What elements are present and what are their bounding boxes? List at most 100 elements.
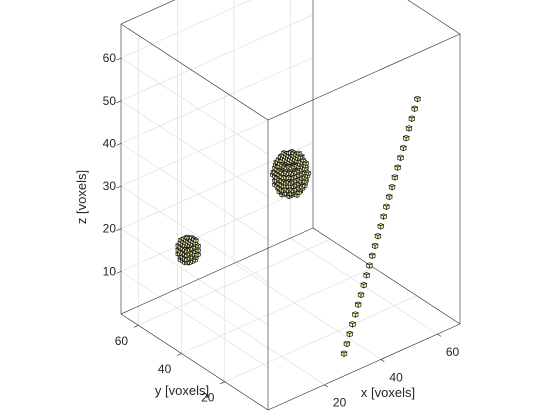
tick-layer: 20 40 60 20 40 60 10 20 30 40 50 60 xyxy=(103,51,460,410)
voxel-face-right xyxy=(371,253,376,259)
grid-line-y xyxy=(181,267,374,354)
line-voxel xyxy=(377,223,385,230)
x-tick-label: 20 xyxy=(333,396,347,410)
voxel-face-left xyxy=(397,155,401,162)
z-tick-mark xyxy=(116,57,122,61)
line-voxel xyxy=(382,203,391,210)
voxel-face-right xyxy=(343,351,348,357)
voxel-face-right xyxy=(394,175,398,181)
sphere-voxel xyxy=(280,175,287,181)
line-voxel xyxy=(413,95,422,103)
grid-line-x xyxy=(233,263,382,360)
line-voxel xyxy=(348,321,357,328)
grid-line-z xyxy=(120,228,269,325)
voxel-face-left xyxy=(394,165,399,171)
voxel-face-right xyxy=(377,233,382,240)
z-tick-mark xyxy=(116,271,122,274)
line-voxel xyxy=(379,213,388,220)
voxel-face-right xyxy=(414,106,418,113)
z-tick-label: 30 xyxy=(103,179,117,193)
voxel-face-right xyxy=(386,204,390,210)
voxel-face-left xyxy=(374,233,379,240)
voxel-face-right xyxy=(307,171,311,176)
z-tick-mark xyxy=(116,185,122,189)
axis-edge xyxy=(120,23,269,121)
z-tick-label: 60 xyxy=(103,51,117,65)
voxel-face-left xyxy=(355,302,359,308)
voxel-face-left xyxy=(349,322,353,328)
voxel-face-right xyxy=(374,243,379,250)
voxel-face-right xyxy=(366,273,370,279)
line-voxel xyxy=(346,330,354,338)
voxel-face-left xyxy=(366,263,370,269)
voxel-face-right xyxy=(288,175,292,181)
z-tick-mark xyxy=(116,228,122,231)
z-tick-label: 10 xyxy=(103,264,117,278)
z-axis-label: z [voxels] xyxy=(74,170,89,224)
voxel-face-right xyxy=(283,175,287,181)
y-tick-mark xyxy=(176,353,182,356)
line-voxel xyxy=(405,125,413,132)
voxel-face-left xyxy=(346,331,351,338)
voxel-face-left xyxy=(411,106,415,113)
line-voxel xyxy=(399,144,408,152)
grid-line-z xyxy=(120,57,314,144)
line-voxel xyxy=(385,193,393,201)
voxel-face-left xyxy=(388,184,393,191)
line-voxel xyxy=(371,242,379,250)
voxel-face-right xyxy=(405,135,410,142)
line-voxel xyxy=(357,291,365,299)
sphere-voxel xyxy=(302,160,310,166)
voxel-face-left xyxy=(377,224,382,230)
y-axis-label: y [voxels] xyxy=(155,383,209,398)
axes-box xyxy=(120,0,461,411)
grid-line-x xyxy=(177,288,325,385)
line-voxel xyxy=(343,340,351,348)
voxel-face-right xyxy=(383,214,387,220)
voxel-face-left xyxy=(408,116,413,122)
z-tick-label: 40 xyxy=(103,136,117,150)
y-tick-mark xyxy=(133,325,139,328)
voxel-face-left xyxy=(357,292,362,299)
voxel-face-right xyxy=(408,126,413,132)
line-voxel xyxy=(388,183,396,191)
voxel-face-right xyxy=(197,244,201,249)
voxel-face-right xyxy=(403,145,407,152)
voxel-face-left xyxy=(352,312,356,318)
voxel-face-right xyxy=(349,331,353,338)
line-voxel xyxy=(391,174,399,181)
voxel-face-left xyxy=(403,135,407,142)
voxel-face-right xyxy=(197,252,201,258)
voxel-face-right xyxy=(305,161,309,166)
y-tick-mark xyxy=(220,381,225,385)
z-tick-mark xyxy=(116,100,122,104)
voxel-face-left xyxy=(414,96,418,103)
x-tick-mark xyxy=(324,384,329,388)
voxel-face-right xyxy=(380,224,384,230)
voxel-face-right xyxy=(346,341,350,348)
x-tick-label: 60 xyxy=(446,345,460,359)
grid-line-z xyxy=(120,14,314,102)
voxel-face-right xyxy=(363,282,367,289)
line-voxel xyxy=(351,311,360,318)
line-voxel xyxy=(402,135,410,142)
voxel-face-left xyxy=(340,351,345,357)
sphere-voxel xyxy=(305,170,312,176)
voxel-face-right xyxy=(352,322,356,328)
voxel-face-right xyxy=(369,263,373,269)
axis-edge xyxy=(312,227,461,325)
grid-line-z xyxy=(120,185,269,283)
line-voxel xyxy=(368,252,376,259)
z-tick-label: 20 xyxy=(103,222,117,236)
grid-line-z xyxy=(120,100,269,198)
axis-edge xyxy=(267,33,461,121)
data-layer xyxy=(175,95,422,357)
voxel-face-left xyxy=(380,214,384,220)
sphere-voxel xyxy=(194,251,202,258)
z-tick-label: 50 xyxy=(103,94,117,108)
z-tick-mark xyxy=(116,143,122,146)
voxel-face-right xyxy=(400,155,404,162)
sphere-voxel xyxy=(194,243,202,249)
sphere-voxel xyxy=(194,247,202,254)
